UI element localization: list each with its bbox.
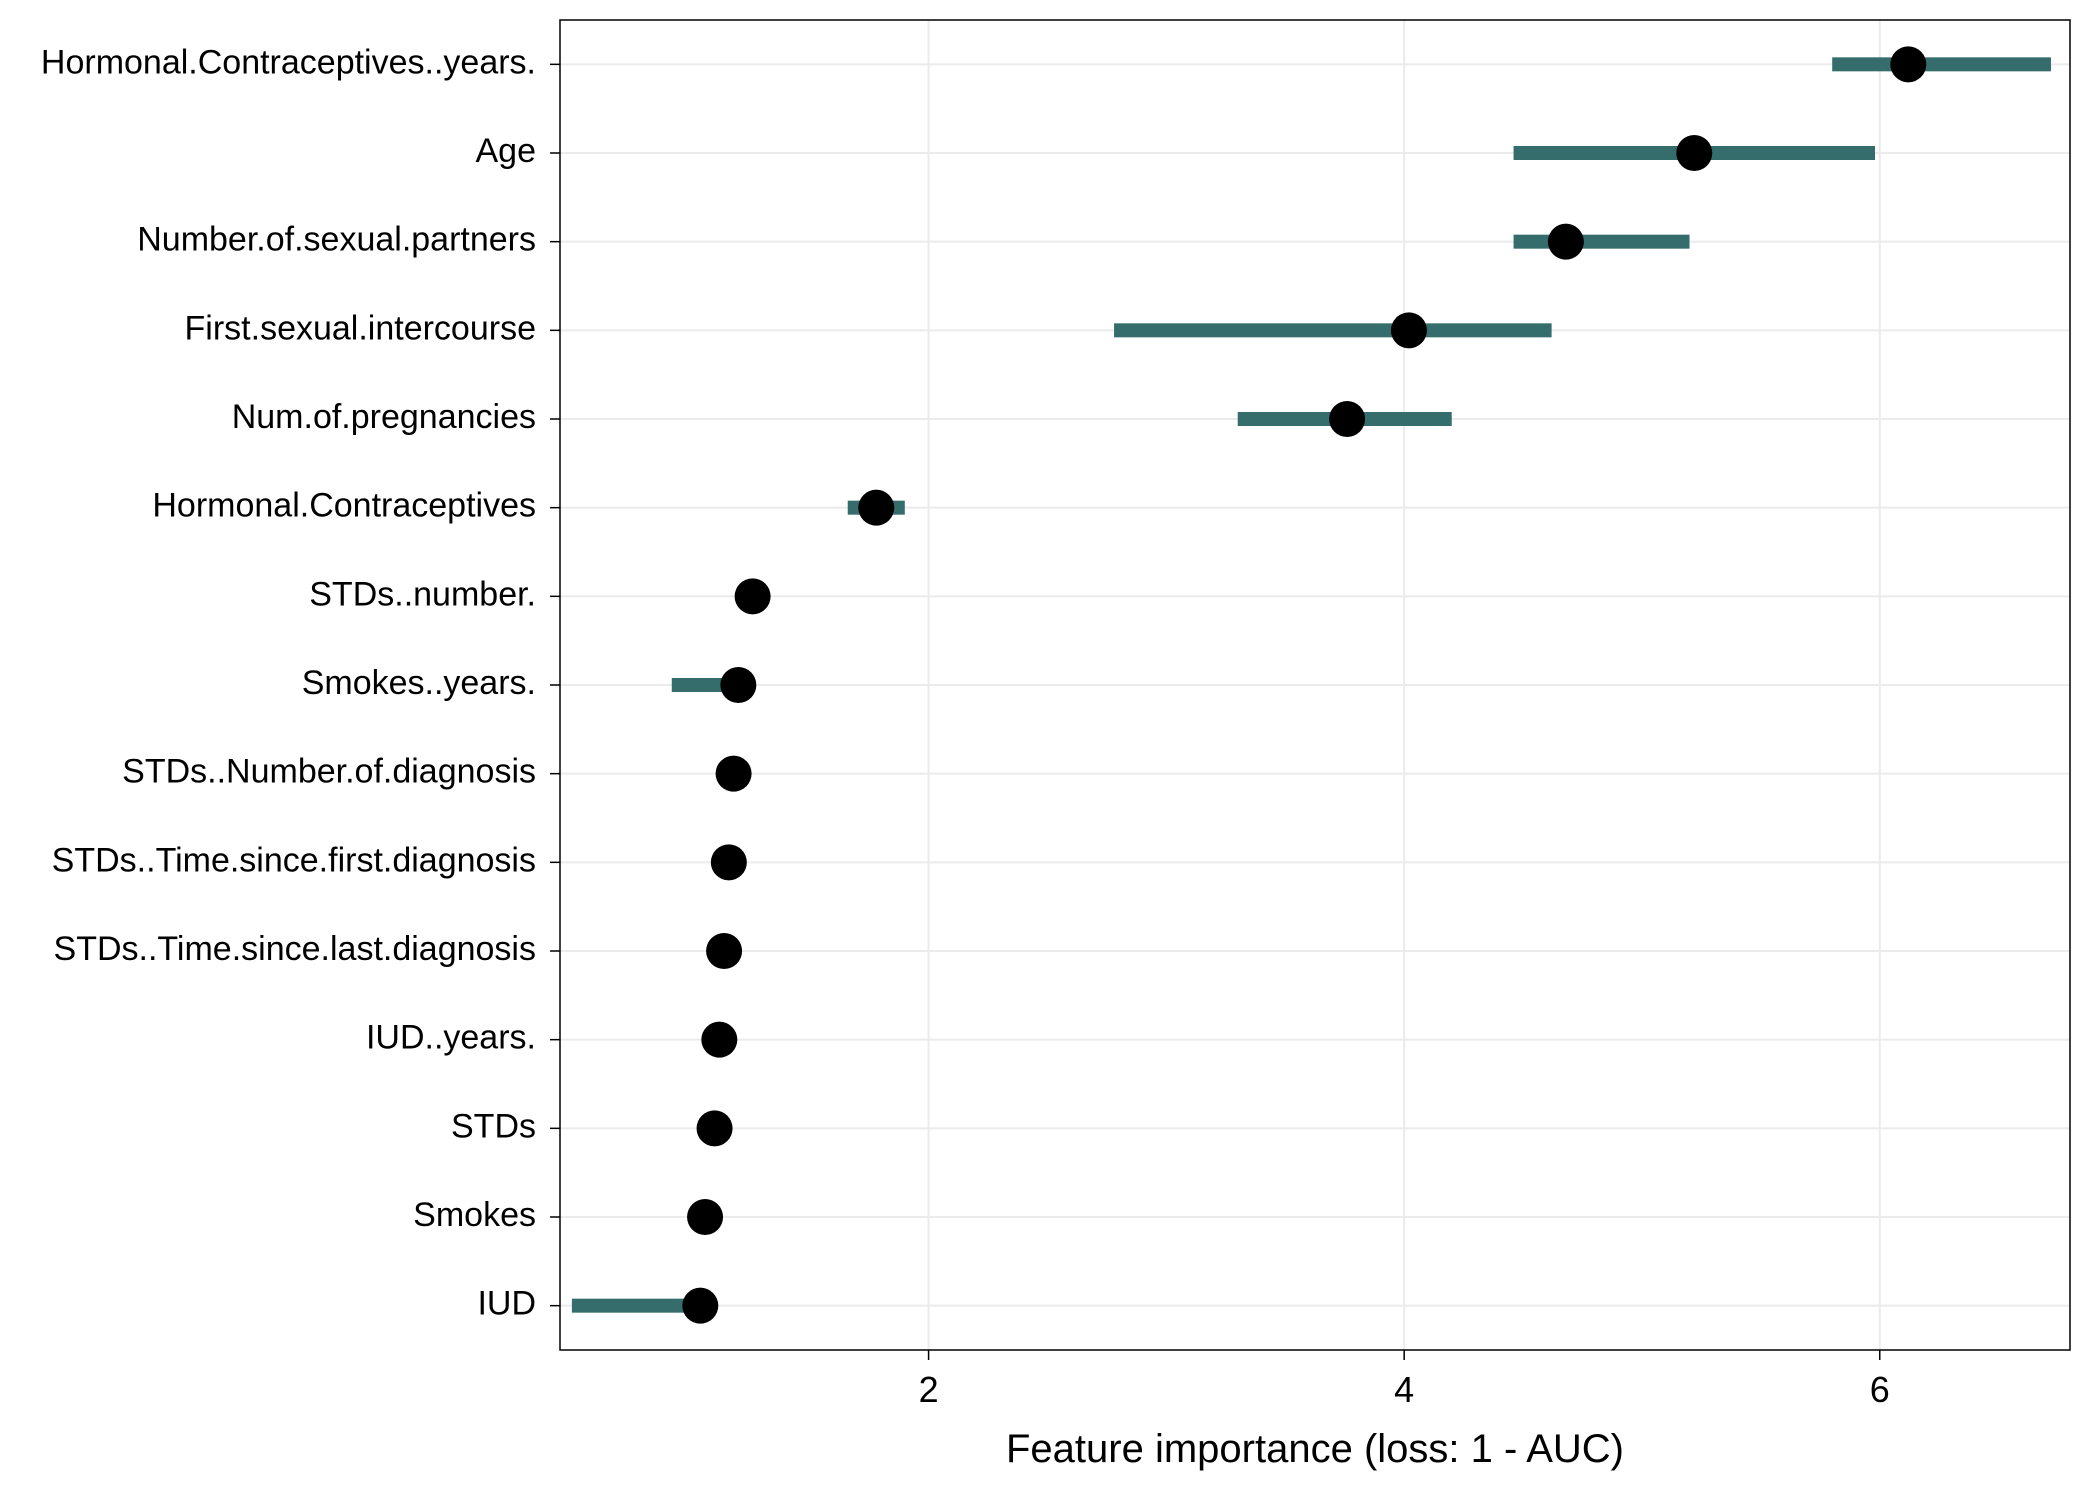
y-tick-label: STDs xyxy=(451,1107,536,1145)
point xyxy=(1548,224,1584,260)
point xyxy=(1329,401,1365,437)
point xyxy=(1890,46,1926,82)
point xyxy=(735,578,771,614)
point xyxy=(711,844,747,880)
y-tick-label: Number.of.sexual.partners xyxy=(137,221,536,259)
x-axis-title: Feature importance (loss: 1 - AUC) xyxy=(1006,1427,1624,1471)
y-tick-label: Hormonal.Contraceptives..years. xyxy=(41,43,536,81)
range-bar xyxy=(1114,323,1552,337)
point xyxy=(1391,312,1427,348)
point xyxy=(858,490,894,526)
y-tick-label: IUD..years. xyxy=(366,1019,536,1057)
y-tick-label: IUD xyxy=(477,1285,536,1323)
y-tick-label: STDs..number. xyxy=(309,575,536,613)
range-bar xyxy=(1514,235,1690,249)
x-tick-label: 4 xyxy=(1394,1369,1414,1410)
range-bar xyxy=(1832,57,2051,71)
x-tick-label: 2 xyxy=(919,1369,939,1410)
x-tick-label: 6 xyxy=(1870,1369,1890,1410)
y-tick-label: First.sexual.intercourse xyxy=(185,309,536,347)
point xyxy=(716,756,752,792)
y-tick-label: STDs..Time.since.last.diagnosis xyxy=(54,930,536,968)
y-axis: Hormonal.Contraceptives..years. Age Number… xyxy=(41,43,560,1322)
y-tick-label: Num.of.pregnancies xyxy=(232,398,536,436)
point xyxy=(706,933,742,969)
point xyxy=(682,1288,718,1324)
x-axis: 2 4 6 xyxy=(919,1350,1890,1410)
y-tick-label: Age xyxy=(476,132,537,170)
y-tick-label: Hormonal.Contraceptives xyxy=(152,487,536,525)
point xyxy=(687,1199,723,1235)
feature-importance-chart: Hormonal.Contraceptives..years. Age Number… xyxy=(0,0,2100,1500)
point xyxy=(720,667,756,703)
y-tick-label: STDs..Number.of.diagnosis xyxy=(122,753,536,791)
point xyxy=(1676,135,1712,171)
y-tick-label: Smokes..years. xyxy=(302,664,536,702)
y-tick-label: STDs..Time.since.first.diagnosis xyxy=(52,841,536,879)
point xyxy=(701,1022,737,1058)
point xyxy=(697,1110,733,1146)
y-tick-label: Smokes xyxy=(413,1196,536,1234)
